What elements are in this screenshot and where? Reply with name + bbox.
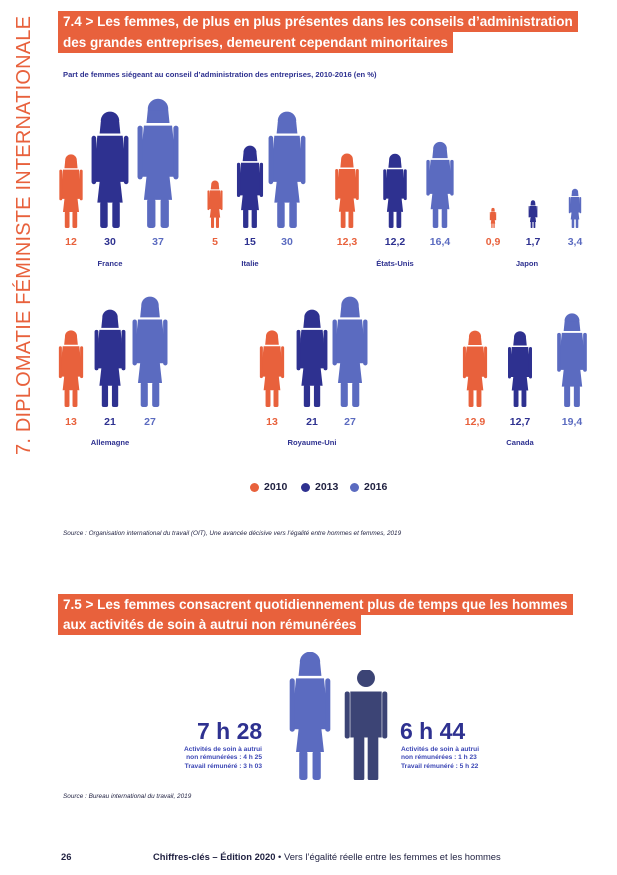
legend-dot-2016 (350, 482, 359, 492)
footer-text: Chiffres-clés – Édition 2020 • Vers l’ég… (153, 851, 501, 862)
value-label-canada-2013: 12,7 (510, 416, 531, 428)
legend-label-2010: 2010 (264, 481, 288, 493)
value-label-france-2016: 37 (152, 236, 164, 248)
footer-edition: Chiffres-clés – Édition 2020 (153, 851, 276, 862)
pictogram-royaume-uni-2013 (296, 309, 328, 407)
men-detail-line2: non rémunérées : 1 h 23 (401, 754, 477, 762)
section2-title-line1: 7.5 > Les femmes consacrent quotidiennem… (58, 594, 573, 615)
footer-subtitle: Vers l’égalité réelle entre les femmes e… (283, 851, 501, 862)
pictogram-allemagne-2013 (94, 309, 126, 407)
value-label-canada-2010: 12,9 (465, 416, 486, 428)
woman-figure-icon (289, 652, 331, 780)
value-label-italie-2010: 5 (212, 236, 218, 248)
pictogram-canada-2010 (462, 330, 488, 407)
legend-item-2010: 2010 (250, 481, 287, 493)
men-total-time: 6 h 44 (400, 718, 466, 744)
women-total-time: 7 h 28 (197, 718, 263, 744)
man-figure-icon (344, 670, 388, 780)
legend-dot-2010 (250, 482, 259, 492)
women-boards-chart: 12 30 37 France 5 15 30 Italie 12,3 12,2 16,4 États… (58, 98, 587, 447)
legend-label-2013: 2013 (315, 481, 339, 493)
value-label-japon-2010: 0,9 (486, 236, 501, 248)
side-chapter-text: 7. DIPLOMATIE FÉMINISTE INTERNATIONALE (12, 16, 35, 455)
value-label-japon-2016: 3,4 (568, 236, 583, 248)
women-detail-line1: Activités de soin à autrui (183, 746, 262, 753)
pictogram-canada-2013 (508, 331, 532, 407)
women-detail-line2: non rémunérées : 4 h 25 (186, 754, 262, 762)
footer-separator: • (275, 851, 284, 862)
pictogram-japon-2016 (568, 188, 582, 228)
value-label-france-2010: 12 (65, 236, 77, 248)
category-label-etats-unis: États-Unis (376, 259, 414, 268)
pictogram-japon-2010 (489, 207, 497, 228)
pictogram-canada-2016 (557, 313, 587, 407)
pictogram-royaume-uni-2010 (259, 330, 285, 407)
men-detail-line3: Travail rémunéré : 5 h 22 (401, 762, 479, 770)
section2-title-line2: aux activités de soin à autrui non rémun… (58, 614, 362, 635)
value-label-france-2013: 30 (104, 236, 116, 248)
pictogram-italie-2016 (268, 111, 306, 228)
page-number: 26 (61, 851, 72, 862)
pictogram-etats-unis-2010 (335, 153, 359, 228)
chart-legend: 2010 2013 2016 (0, 481, 617, 497)
value-label-etats-unis-2016: 16,4 (430, 236, 451, 248)
category-label-royaume-uni: Royaume-Uni (288, 438, 337, 447)
pictogram-etats-unis-2013 (383, 153, 407, 228)
value-label-japon-2013: 1,7 (526, 236, 541, 248)
section2-source: Source : Bureau international du travail… (63, 793, 192, 800)
value-label-italie-2016: 30 (281, 236, 293, 248)
pictogram-france-2016 (137, 98, 179, 228)
chart-subtitle: Part de femmes siégeant au conseil d’adm… (63, 70, 377, 79)
pictogram-italie-2010 (207, 180, 223, 228)
category-label-france: France (98, 259, 123, 268)
pictogram-italie-2013 (236, 145, 264, 228)
pictogram-allemagne-2016 (132, 296, 168, 407)
women-detail-line3: Travail rémunéré : 3 h 03 (184, 762, 262, 770)
pictogram-royaume-uni-2016 (332, 296, 368, 407)
value-label-royaume-uni-2016: 27 (344, 416, 356, 428)
value-label-etats-unis-2013: 12,2 (385, 236, 406, 248)
value-label-allemagne-2013: 21 (104, 416, 116, 428)
value-label-canada-2016: 19,4 (562, 416, 583, 428)
men-details: Activités de soin à autrui non rémunérée… (401, 746, 479, 771)
category-label-japon: Japon (516, 259, 539, 268)
section1-source: Source : Organisation international du t… (63, 530, 402, 537)
value-label-allemagne-2016: 27 (144, 416, 156, 428)
value-label-allemagne-2010: 13 (65, 416, 77, 428)
category-label-canada: Canada (506, 438, 534, 447)
time-use-figure: 7 h 28 Activités de soin à autrui non ré… (0, 640, 617, 790)
pictogram-france-2010 (59, 154, 83, 228)
category-label-italie: Italie (241, 259, 258, 268)
section1-title-line1: 7.4 > Les femmes, de plus en plus présen… (58, 11, 578, 32)
legend-item-2013: 2013 (301, 481, 338, 493)
pictogram-etats-unis-2016 (426, 141, 454, 228)
value-label-royaume-uni-2013: 21 (306, 416, 318, 428)
men-detail-line1: Activités de soin à autrui (401, 746, 480, 753)
value-label-royaume-uni-2010: 13 (266, 416, 278, 428)
pictogram-france-2013 (91, 111, 129, 228)
pictogram-japon-2013 (528, 200, 538, 228)
women-details: Activités de soin à autrui non rémunérée… (184, 746, 262, 771)
value-label-etats-unis-2010: 12,3 (337, 236, 358, 248)
legend-label-2016: 2016 (364, 481, 388, 493)
section1-title-line2: des grandes entreprises, demeurent cepen… (58, 32, 453, 53)
legend-dot-2013 (301, 482, 310, 492)
category-label-allemagne: Allemagne (91, 438, 129, 447)
side-chapter-title: 7. DIPLOMATIE FÉMINISTE INTERNATIONALE (2, 0, 40, 470)
pictogram-allemagne-2010 (58, 330, 84, 407)
value-label-italie-2013: 15 (244, 236, 256, 248)
legend-item-2016: 2016 (350, 481, 387, 493)
